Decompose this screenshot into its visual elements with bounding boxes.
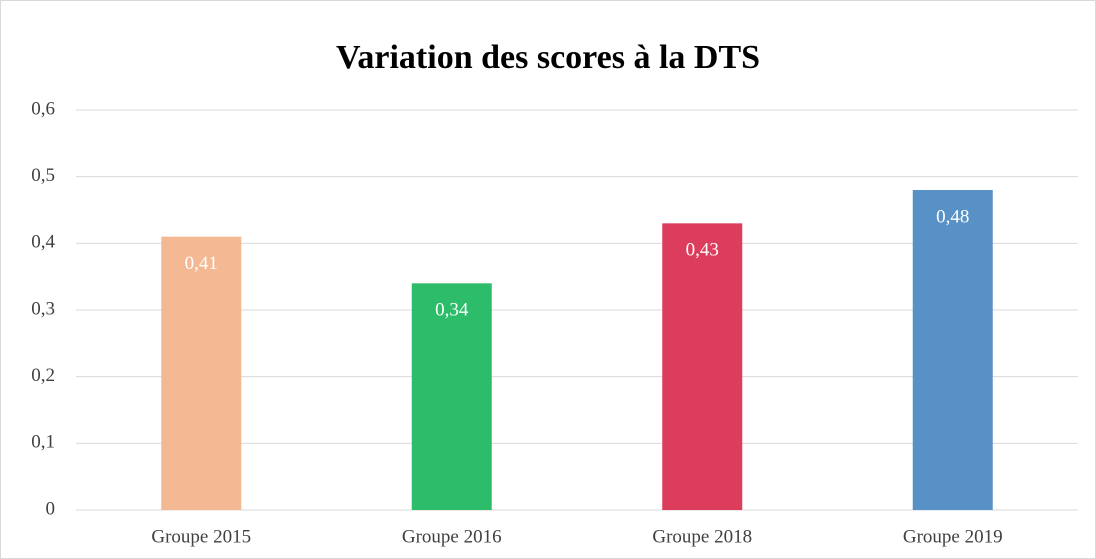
y-tick-label: 0,3: [31, 298, 55, 319]
bar: [912, 190, 993, 510]
data-label: 0,48: [936, 206, 969, 227]
y-tick-label: 0,6: [31, 98, 55, 119]
data-label: 0,43: [686, 240, 719, 261]
y-tick-label: 0,5: [31, 165, 55, 186]
x-tick-label: Groupe 2016: [402, 526, 502, 547]
bar: [161, 236, 242, 510]
y-tick-label: 0,2: [31, 365, 55, 386]
y-tick-label: 0: [46, 498, 56, 519]
chart-title: Variation des scores à la DTS: [336, 39, 760, 76]
bar: [411, 283, 492, 510]
y-tick-label: 0,1: [31, 432, 55, 453]
data-label: 0,34: [435, 300, 469, 321]
x-tick-label: Groupe 2019: [903, 526, 1003, 547]
y-tick-label: 0,4: [31, 232, 55, 253]
x-tick-label: Groupe 2018: [652, 526, 752, 547]
x-tick-label: Groupe 2015: [151, 526, 251, 547]
bar: [662, 223, 743, 511]
data-label: 0,41: [185, 253, 218, 274]
